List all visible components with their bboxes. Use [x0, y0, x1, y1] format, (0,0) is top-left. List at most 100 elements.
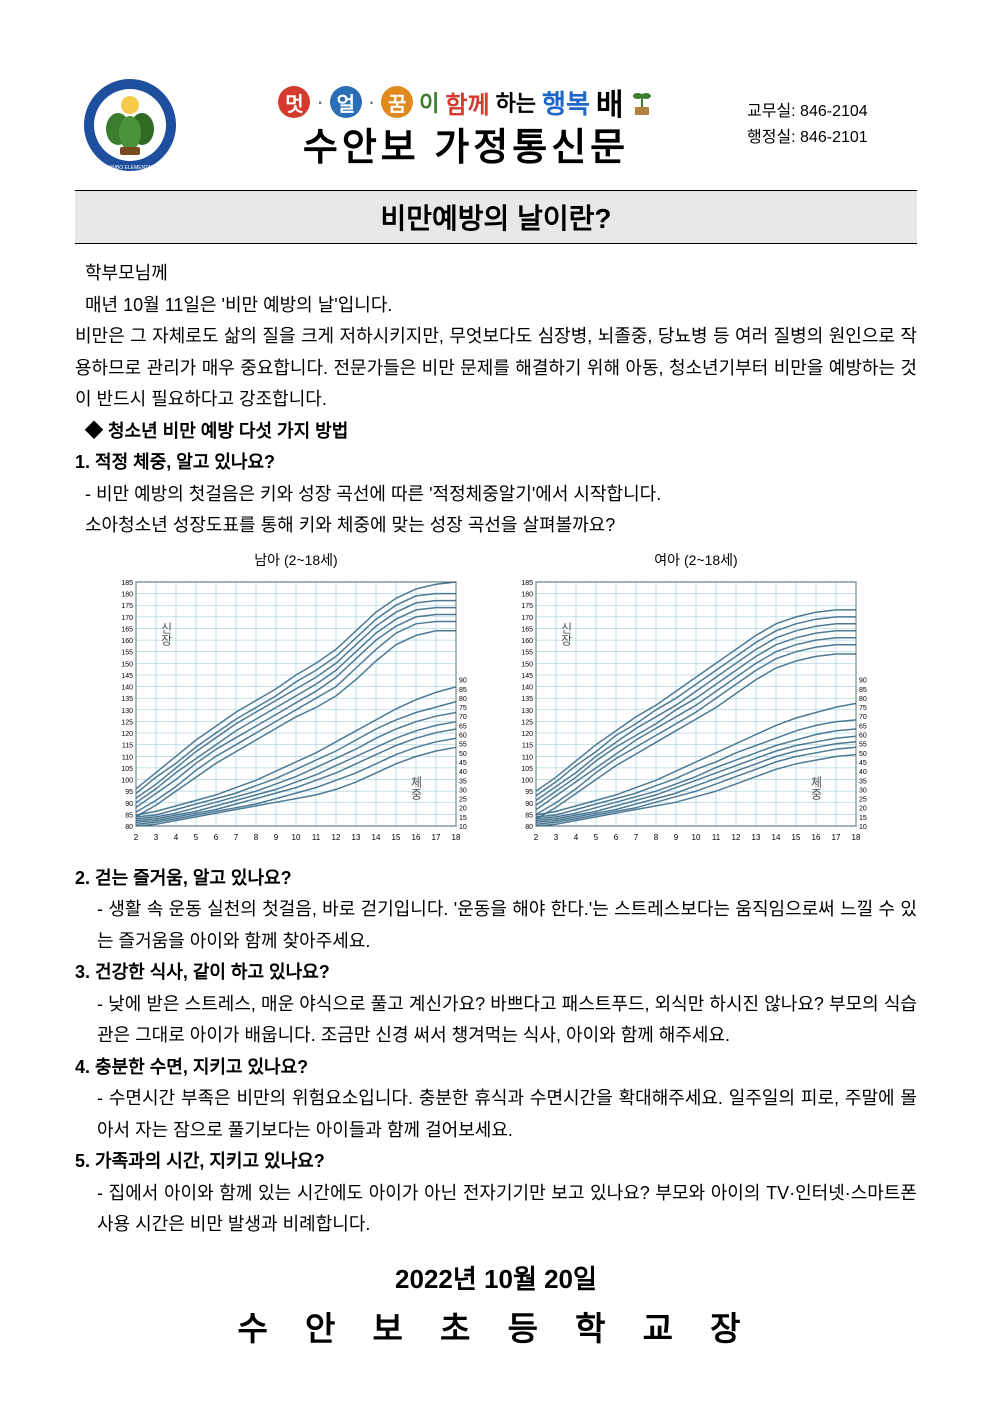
svg-text:115: 115 [522, 743, 533, 750]
svg-text:130: 130 [121, 708, 133, 715]
section-1-line-2: 소아청소년 성장도표를 통해 키와 체중에 맞는 성장 곡선을 살펴볼까요? [85, 510, 917, 542]
svg-text:45: 45 [859, 760, 867, 767]
svg-text:55: 55 [459, 742, 467, 749]
section-3-head: 3. 건강한 식사, 같이 하고 있나요? [75, 957, 917, 989]
section-5-head: 5. 가족과의 시간, 지키고 있나요? [75, 1146, 917, 1178]
section-4-text: - 수면시간 부족은 비만의 위험요소입니다. 충분한 휴식과 수면시간을 확대… [97, 1083, 917, 1146]
svg-text:90: 90 [859, 678, 867, 685]
svg-text:170: 170 [521, 615, 533, 622]
svg-text:100: 100 [521, 778, 533, 785]
section-2-text: - 생활 속 운동 실천의 첫걸음, 바로 걷기입니다. '운동을 해야 한다.… [97, 894, 917, 957]
svg-text:60: 60 [859, 733, 867, 740]
slogan-dot: · [368, 89, 375, 115]
svg-text:140: 140 [121, 685, 133, 692]
svg-text:10: 10 [692, 833, 701, 842]
chart-boys: 남아 (2~18세) 23456789101112131415161718808… [106, 548, 486, 855]
svg-text:95: 95 [525, 789, 533, 796]
svg-text:11: 11 [312, 833, 321, 842]
svg-text:95: 95 [125, 789, 133, 796]
contact-box: 교무실: 846-2104 행정실: 846-2101 [747, 99, 917, 150]
svg-text:20: 20 [859, 806, 867, 813]
svg-text:160: 160 [521, 638, 533, 645]
svg-text:9: 9 [674, 833, 679, 842]
svg-text:25: 25 [859, 797, 867, 804]
svg-text:16: 16 [412, 833, 421, 842]
svg-text:60: 60 [459, 733, 467, 740]
svg-text:신장: 신장 [159, 622, 173, 646]
svg-text:185: 185 [521, 580, 533, 587]
svg-text:125: 125 [521, 719, 533, 726]
svg-text:체중: 체중 [409, 776, 423, 800]
svg-text:115: 115 [122, 743, 133, 750]
svg-text:135: 135 [521, 696, 533, 703]
svg-text:15: 15 [859, 815, 867, 822]
svg-text:2: 2 [134, 833, 139, 842]
slogan-haengbok: 행복 [542, 84, 590, 121]
svg-text:20: 20 [459, 806, 467, 813]
svg-text:10: 10 [859, 824, 867, 831]
svg-text:120: 120 [521, 731, 533, 738]
chart-boys-caption: 남아 (2~18세) [106, 548, 486, 573]
title-box: 멋 · 얼 · 꿈 이 함께하는 행복배 수안보 가정통신문 [197, 80, 735, 170]
svg-text:70: 70 [859, 714, 867, 721]
logo-svg: SUANBO ELEMENTARY [80, 75, 180, 175]
svg-text:40: 40 [859, 769, 867, 776]
newsletter-title: 수안보 가정통신문 [303, 128, 629, 170]
greeting: 학부모님께 [85, 258, 917, 290]
svg-text:6: 6 [214, 833, 219, 842]
svg-text:65: 65 [859, 723, 867, 730]
slogan-tail1: 이 [419, 86, 439, 118]
footer-date: 2022년 10월 20일 [75, 1259, 917, 1296]
svg-text:120: 120 [121, 731, 133, 738]
svg-text:80: 80 [459, 696, 467, 703]
slogan-haneun: 하는 [496, 86, 536, 118]
svg-text:13: 13 [752, 833, 761, 842]
svg-text:14: 14 [772, 833, 781, 842]
svg-text:145: 145 [521, 673, 533, 680]
school-logo: SUANBO ELEMENTARY [75, 70, 185, 180]
svg-text:40: 40 [459, 769, 467, 776]
chart-boys-svg: 2345678910111213141516171880859095100105… [106, 574, 486, 844]
svg-text:17: 17 [832, 833, 841, 842]
svg-text:110: 110 [122, 754, 133, 761]
svg-text:90: 90 [459, 678, 467, 685]
svg-text:170: 170 [121, 615, 133, 622]
header: SUANBO ELEMENTARY 멋 · 얼 · 꿈 이 함께하는 행복배 수… [75, 70, 917, 180]
svg-text:110: 110 [522, 754, 533, 761]
svg-text:17: 17 [432, 833, 441, 842]
svg-text:18: 18 [852, 833, 861, 842]
svg-text:14: 14 [372, 833, 381, 842]
svg-text:180: 180 [121, 592, 133, 599]
svg-text:105: 105 [521, 766, 533, 773]
svg-text:7: 7 [634, 833, 639, 842]
svg-text:80: 80 [525, 824, 533, 831]
svg-text:175: 175 [521, 603, 533, 610]
svg-text:55: 55 [859, 742, 867, 749]
chart-girls: 여아 (2~18세) 23456789101112131415161718808… [506, 548, 886, 855]
list-title: ◆ 청소년 비만 예방 다섯 가지 방법 [85, 416, 917, 448]
section-3-text: - 낮에 받은 스트레스, 매운 야식으로 풀고 계신가요? 바쁘다고 패스트푸… [97, 989, 917, 1052]
svg-text:90: 90 [525, 801, 533, 808]
svg-text:130: 130 [521, 708, 533, 715]
svg-text:18: 18 [452, 833, 461, 842]
svg-text:180: 180 [521, 592, 533, 599]
svg-text:16: 16 [812, 833, 821, 842]
contact-line-1: 교무실: 846-2104 [747, 99, 917, 125]
svg-text:45: 45 [459, 760, 467, 767]
svg-text:100: 100 [121, 778, 133, 785]
svg-text:10: 10 [292, 833, 301, 842]
svg-text:125: 125 [121, 719, 133, 726]
sprout-icon [630, 87, 654, 117]
svg-text:165: 165 [121, 626, 133, 633]
svg-text:50: 50 [859, 751, 867, 758]
svg-text:135: 135 [121, 696, 133, 703]
svg-text:50: 50 [459, 751, 467, 758]
logo-ring-text: SUANBO ELEMENTARY [102, 165, 159, 171]
svg-text:85: 85 [125, 812, 133, 819]
content: 학부모님께 매년 10월 11일은 '비만 예방의 날'입니다. 비만은 그 자… [75, 258, 917, 1241]
svg-text:160: 160 [121, 638, 133, 645]
svg-text:150: 150 [121, 661, 133, 668]
svg-text:90: 90 [125, 801, 133, 808]
section-5-text: - 집에서 아이와 함께 있는 시간에도 아이가 아닌 전자기기만 보고 있나요… [97, 1178, 917, 1241]
slogan: 멋 · 얼 · 꿈 이 함께하는 행복배 [278, 80, 653, 124]
